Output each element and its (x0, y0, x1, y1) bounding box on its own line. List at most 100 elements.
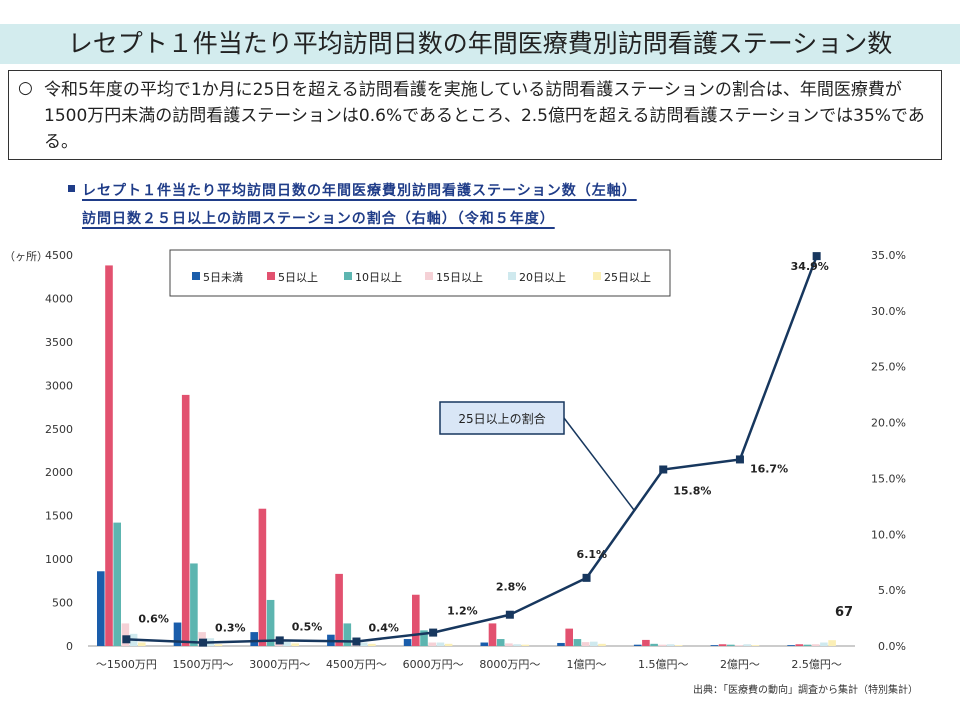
x-tick-label: ～1500万円 (96, 658, 157, 671)
x-tick-label: 1.5億円～ (638, 658, 689, 671)
data-label: 0.6% (138, 612, 169, 625)
bar-5-8 (666, 644, 675, 646)
data-label: 0.4% (368, 622, 399, 635)
title-bar (0, 24, 960, 64)
bar-2-6 (488, 623, 497, 646)
x-tick-label: 2.5億円～ (791, 658, 842, 671)
callout-box (439, 401, 565, 435)
bar-1-9 (710, 645, 719, 646)
bar-2-5 (412, 594, 420, 646)
left-tick-label: 4000 (45, 292, 73, 305)
x-tick-label: 6000万円～ (403, 658, 464, 671)
line-marker (505, 610, 514, 619)
data-label: 1.2% (447, 605, 478, 618)
summary-box (8, 70, 942, 160)
bar-6-6 (521, 644, 530, 646)
x-tick-label: 4500万円～ (326, 658, 387, 671)
bar-5-9 (743, 644, 751, 646)
x-tick-label: 3000万円～ (249, 658, 310, 671)
bar-6-4 (368, 643, 376, 646)
line-marker (429, 628, 438, 637)
x-tick-label: 1億円～ (567, 658, 607, 671)
data-label: 16.7% (750, 462, 788, 475)
bar-6-1 (138, 642, 146, 646)
chart-title-marker (68, 185, 75, 192)
legend-swatch (593, 272, 601, 280)
data-label: 2.8% (496, 581, 527, 594)
bar-6-3 (291, 643, 299, 646)
left-tick-label: 0 (66, 640, 73, 653)
legend-label: 5日以上 (278, 271, 318, 284)
bar-2-2 (181, 394, 190, 646)
summary-bullet: ○ (18, 78, 33, 98)
bar-4-1 (121, 623, 130, 646)
legend-swatch (344, 272, 352, 280)
left-axis-title: （ヶ所） (4, 250, 48, 263)
bar-3-8 (650, 643, 658, 646)
line-marker (582, 573, 591, 582)
data-label: 15.8% (673, 484, 711, 497)
right-tick-label: 5.0% (878, 584, 906, 597)
left-tick-label: 3000 (45, 379, 73, 392)
chart-title: レセプト１件当たり平均訪問日数の年間医療費別訪問看護ステーション数（左軸） (82, 183, 637, 199)
right-tick-label: 15.0% (871, 472, 906, 485)
legend-swatch (192, 272, 200, 280)
bar-4-6 (505, 643, 513, 646)
callout-leader (563, 417, 635, 511)
bar-4-8 (658, 644, 667, 646)
bar-6-9 (751, 645, 760, 646)
bar-4-7 (581, 642, 590, 646)
bar-2-8 (642, 639, 650, 646)
bar-1-10 (787, 645, 795, 646)
legend-label: 10日以上 (355, 271, 402, 284)
bar-1-7 (557, 642, 565, 646)
bar-6-5 (444, 643, 453, 646)
legend-box (169, 249, 671, 297)
line-marker (812, 252, 821, 261)
bar-1-1 (97, 571, 105, 646)
bar-6-10 (828, 640, 836, 646)
legend-label: 25日以上 (604, 271, 651, 284)
line-marker (199, 638, 208, 647)
left-tick-label: 2000 (45, 466, 73, 479)
bar-2-9 (718, 644, 727, 646)
left-tick-label: 4500 (45, 249, 73, 262)
bar-5-6 (513, 644, 521, 646)
line-marker (735, 455, 744, 464)
line-series-25days-rate (126, 255, 818, 644)
legend-label: 5日未満 (203, 271, 243, 284)
legend-swatch (508, 272, 516, 280)
bar-5-7 (590, 641, 598, 646)
bar-2-3 (258, 508, 267, 646)
line-marker (122, 635, 131, 644)
bar-1-6 (480, 642, 489, 646)
data-label: 0.3% (215, 622, 246, 635)
bar-3-9 (727, 644, 735, 646)
data-label: 6.1% (577, 548, 608, 561)
right-tick-label: 35.0% (871, 249, 906, 262)
bar-3-2 (190, 563, 198, 646)
summary-text: 令和5年度の平均で1か月に25日を超える訪問看護を実施している訪問看護ステーショ… (44, 80, 925, 152)
bar-2-10 (795, 644, 804, 646)
right-tick-label: 30.0% (871, 305, 906, 318)
bar-3-10 (803, 644, 812, 646)
bar-1-2 (173, 622, 182, 646)
bar-3-5 (420, 630, 428, 646)
bar-1-5 (403, 639, 412, 646)
bar-2-7 (565, 628, 573, 646)
line-marker (659, 465, 668, 474)
right-tick-label: 10.0% (871, 528, 906, 541)
right-tick-label: 25.0% (871, 361, 906, 374)
bar-1-3 (250, 632, 258, 646)
bar-4-9 (735, 645, 743, 646)
left-tick-label: 3500 (45, 336, 73, 349)
data-label: 0.5% (292, 620, 323, 633)
chart-subtitle: 訪問日数２５日以上の訪問ステーションの割合（右軸）（令和５年度） (82, 211, 555, 227)
right-tick-label: 20.0% (871, 417, 906, 430)
bar-6-2 (214, 644, 223, 646)
left-tick-label: 1500 (45, 510, 73, 523)
bar-2-4 (335, 573, 343, 646)
bar-2-1 (105, 265, 113, 646)
bar-5-3 (283, 641, 291, 646)
bar-4-5 (428, 642, 436, 646)
